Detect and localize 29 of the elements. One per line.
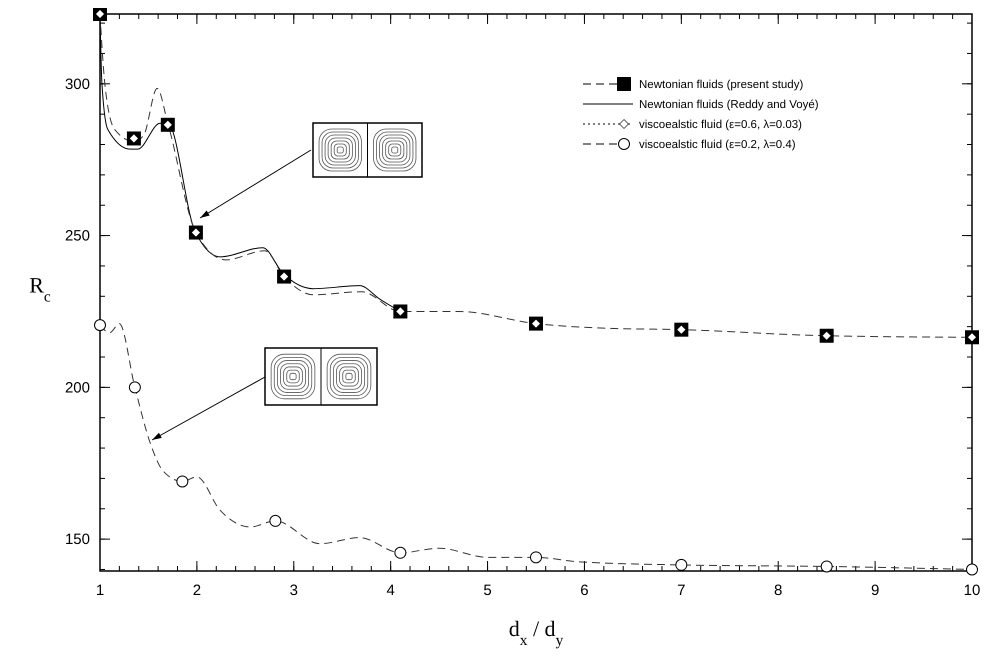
y-tick-label: 300 bbox=[64, 76, 90, 93]
x-tick-label: 5 bbox=[483, 582, 492, 599]
x-tick-label: 8 bbox=[774, 582, 782, 599]
point bbox=[176, 475, 188, 488]
legend-label: Newtonian fluids (present study) bbox=[639, 79, 804, 91]
y-tick-label: 150 bbox=[64, 531, 90, 548]
x-axis-title: d$_{x}$ / d$_{y}$ bbox=[508, 616, 564, 648]
x-tick-label: 6 bbox=[580, 582, 589, 599]
y-tick-label: 200 bbox=[64, 379, 90, 396]
legend-label: viscoealstic fluid (ε=0.2, λ=0.4) bbox=[639, 139, 796, 151]
x-tick-label: 10 bbox=[964, 582, 980, 599]
point bbox=[94, 319, 106, 332]
point bbox=[128, 381, 141, 394]
x-tick-label: 4 bbox=[386, 582, 395, 599]
point bbox=[269, 514, 282, 527]
x-tick-label: 1 bbox=[96, 582, 104, 599]
x-tick-label: 2 bbox=[192, 582, 202, 599]
x-tick-label: 3 bbox=[290, 582, 298, 599]
y-axis-title: R$_{c}$ bbox=[29, 272, 51, 305]
legend-label: Newtonian fluids (Reddy and Voyé) bbox=[639, 99, 819, 111]
y-tick-label: 250 bbox=[64, 228, 90, 245]
point bbox=[530, 551, 542, 564]
point bbox=[675, 558, 688, 571]
point bbox=[820, 560, 833, 572]
point bbox=[966, 563, 978, 576]
legend-label: viscoealstic fluid (ε=0.6, λ=0.03) bbox=[639, 119, 802, 131]
x-tick-label: 7 bbox=[677, 582, 686, 599]
point bbox=[394, 546, 406, 559]
x-tick-label: 9 bbox=[870, 582, 880, 599]
